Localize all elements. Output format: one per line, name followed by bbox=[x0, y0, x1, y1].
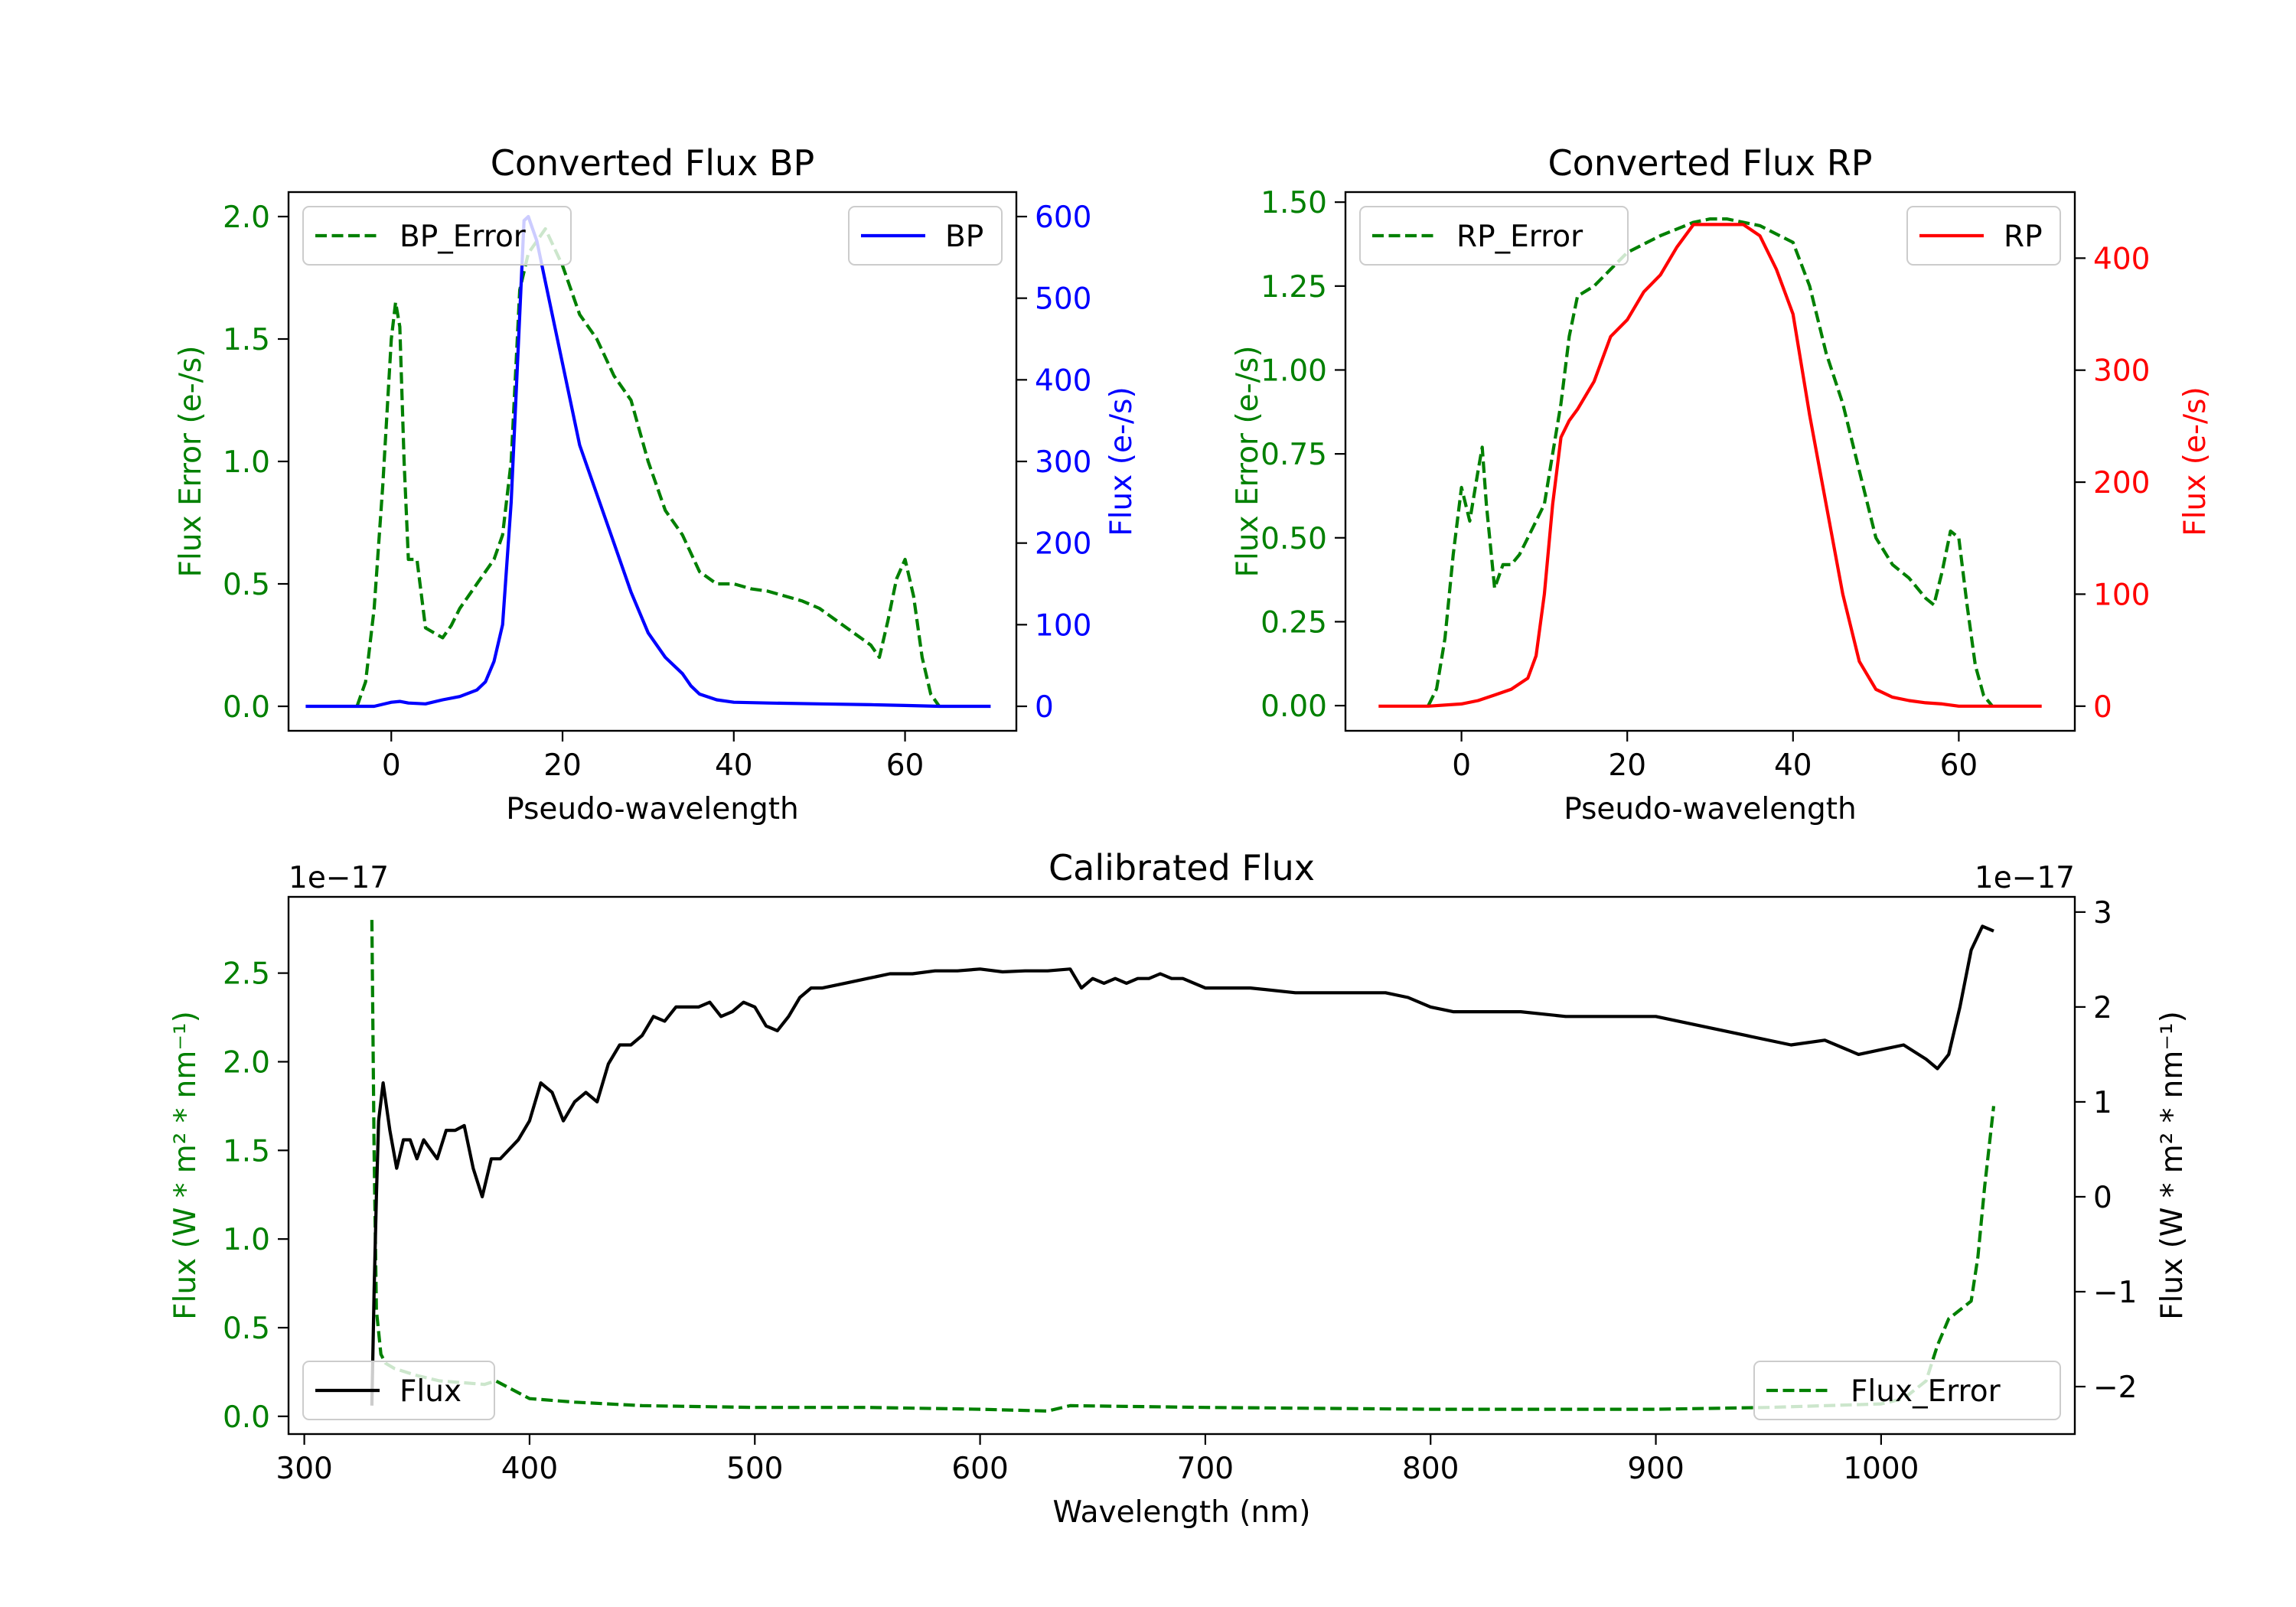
y-tick-label-right: 2 bbox=[2093, 991, 2112, 1025]
y-tick-label-right: 600 bbox=[1035, 200, 1091, 235]
chart-2: 0 20 40 60 0.00 0.25 0.50 0.75 1.00 1.25 1.50 0 100 2… bbox=[1231, 142, 2213, 826]
x-tick-label: 300 bbox=[276, 1452, 332, 1486]
y-tick-label-left: 1.00 bbox=[1261, 354, 1327, 388]
y-tick-label-left: 2.0 bbox=[223, 200, 270, 235]
chart-title: Converted Flux RP bbox=[1548, 142, 1873, 184]
x-tick-label: 1000 bbox=[1843, 1452, 1919, 1486]
y-tick-label-right: −2 bbox=[2093, 1371, 2138, 1405]
y-tick-label-left: 0.5 bbox=[223, 1312, 270, 1346]
offset-label-left: 1e−17 bbox=[289, 861, 389, 895]
y-tick-label-left: 2.0 bbox=[223, 1045, 270, 1080]
y-tick-label-left: 0.5 bbox=[223, 568, 270, 602]
offset-label-right: 1e−17 bbox=[1975, 861, 2075, 895]
y-tick-label-left: 1.0 bbox=[223, 445, 270, 480]
legend-box bbox=[302, 1361, 495, 1420]
x-tick-label: 20 bbox=[1608, 748, 1646, 783]
y-tick-label-right: 3 bbox=[2093, 896, 2112, 931]
y-tick-label-right: 1 bbox=[2093, 1086, 2112, 1120]
series-line-bp-error bbox=[355, 227, 941, 708]
series-group bbox=[305, 214, 991, 709]
legend-label: BP bbox=[945, 220, 983, 254]
series-line-rp bbox=[1378, 223, 2042, 708]
y-tick-label-left: 1.25 bbox=[1261, 270, 1327, 305]
y-tick-label-left: 1.5 bbox=[223, 323, 270, 357]
legend-right: Flux_Error bbox=[1753, 1361, 2061, 1420]
y-tick-label-left: 1.5 bbox=[223, 1134, 270, 1169]
x-tick-label: 500 bbox=[726, 1452, 783, 1486]
chart-1: 0 20 40 60 0.0 0.5 1.0 1.5 2.0 0 100 200 300 400 500 60… bbox=[174, 142, 1139, 826]
chart-title: Calibrated Flux bbox=[1049, 847, 1315, 888]
y-axis-label-left: Flux Error (e-/s) bbox=[174, 346, 208, 578]
legend-left: BP_Error bbox=[302, 206, 572, 266]
y-tick-label-right: 100 bbox=[1035, 608, 1091, 643]
y-tick-label-right: 500 bbox=[1035, 282, 1091, 317]
legend-right: BP bbox=[848, 206, 1003, 266]
y-axis-label-left: Flux Error (e-/s) bbox=[1231, 346, 1265, 578]
series-line-rp-error bbox=[1427, 217, 1994, 707]
y-tick-label-left: 1.50 bbox=[1261, 186, 1327, 220]
x-tick-label: 800 bbox=[1402, 1452, 1459, 1486]
series-line-flux-error bbox=[370, 920, 1996, 1413]
x-tick-label: 700 bbox=[1177, 1452, 1234, 1486]
x-tick-label: 60 bbox=[886, 748, 925, 783]
x-tick-label: 60 bbox=[1940, 748, 1978, 783]
x-tick-label: 0 bbox=[382, 748, 401, 783]
x-tick-label: 0 bbox=[1452, 748, 1471, 783]
y-tick-label-left: 2.5 bbox=[223, 957, 270, 992]
y-tick-label-right: 0 bbox=[1035, 690, 1054, 725]
legend-right: RP bbox=[1906, 206, 2061, 266]
y-axis-label-right: Flux (e-/s) bbox=[1104, 386, 1139, 536]
axes-frame bbox=[287, 895, 2076, 1436]
axes-frame bbox=[287, 191, 1018, 732]
y-tick-label-right: 0 bbox=[2093, 690, 2112, 725]
legend-label: RP_Error bbox=[1456, 220, 1583, 254]
y-tick-label-left: 0.25 bbox=[1261, 605, 1327, 640]
y-tick-label-left: 0.0 bbox=[223, 690, 270, 725]
x-tick-label: 40 bbox=[715, 748, 753, 783]
y-tick-label-right: −1 bbox=[2093, 1276, 2138, 1310]
y-tick-label-right: 400 bbox=[1035, 363, 1091, 398]
y-tick-label-left: 0.0 bbox=[223, 1400, 270, 1435]
series-group bbox=[370, 920, 1996, 1413]
y-tick-label-right: 100 bbox=[2093, 578, 2150, 612]
y-axis-label-right: Flux (W * m² * nm⁻¹) bbox=[2155, 1011, 2190, 1320]
y-axis-label-right: Flux (e-/s) bbox=[2178, 386, 2213, 536]
y-tick-label-right: 400 bbox=[2093, 242, 2150, 276]
legend-label: BP_Error bbox=[400, 220, 527, 254]
y-tick-label-left: 0.50 bbox=[1261, 522, 1327, 556]
x-axis-label: Wavelength (nm) bbox=[1053, 1495, 1311, 1530]
y-tick-label-right: 200 bbox=[1035, 527, 1091, 562]
x-tick-label: 400 bbox=[501, 1452, 558, 1486]
y-axis-label-left: Flux (W * m² * nm⁻¹) bbox=[168, 1011, 203, 1320]
legend-box bbox=[1753, 1361, 2061, 1420]
x-axis-label: Pseudo-wavelength bbox=[506, 792, 798, 826]
series-group bbox=[1378, 217, 2042, 708]
x-axis-label: Pseudo-wavelength bbox=[1564, 792, 1856, 826]
legend-label: RP bbox=[2004, 220, 2043, 254]
legend-box bbox=[302, 206, 572, 266]
legend-box bbox=[1359, 206, 1629, 266]
legend-label: Flux bbox=[400, 1374, 461, 1409]
axes-frame bbox=[1344, 191, 2076, 732]
y-tick-label-right: 300 bbox=[1035, 445, 1091, 480]
y-tick-label-left: 1.0 bbox=[223, 1223, 270, 1257]
series-line-bp bbox=[305, 214, 991, 709]
x-tick-label: 20 bbox=[543, 748, 582, 783]
y-tick-label-left: 0.00 bbox=[1261, 689, 1327, 724]
y-tick-label-right: 0 bbox=[2093, 1181, 2112, 1215]
x-tick-label: 600 bbox=[951, 1452, 1008, 1486]
series-line-flux bbox=[370, 924, 1994, 1406]
legend-left: RP_Error bbox=[1359, 206, 1629, 266]
chart-3: 300 400 500 600 700 800 900 1000 0.0 0.5 1.0 1.5 2.0… bbox=[168, 847, 2190, 1530]
x-tick-label: 900 bbox=[1627, 1452, 1684, 1486]
x-tick-label: 40 bbox=[1774, 748, 1812, 783]
legend-label: Flux_Error bbox=[1851, 1374, 2001, 1409]
y-tick-label-right: 300 bbox=[2093, 354, 2150, 389]
legend-left: Flux bbox=[302, 1361, 495, 1420]
y-tick-label-right: 200 bbox=[2093, 466, 2150, 500]
chart-title: Converted Flux BP bbox=[491, 142, 815, 184]
y-tick-label-left: 0.75 bbox=[1261, 438, 1327, 472]
